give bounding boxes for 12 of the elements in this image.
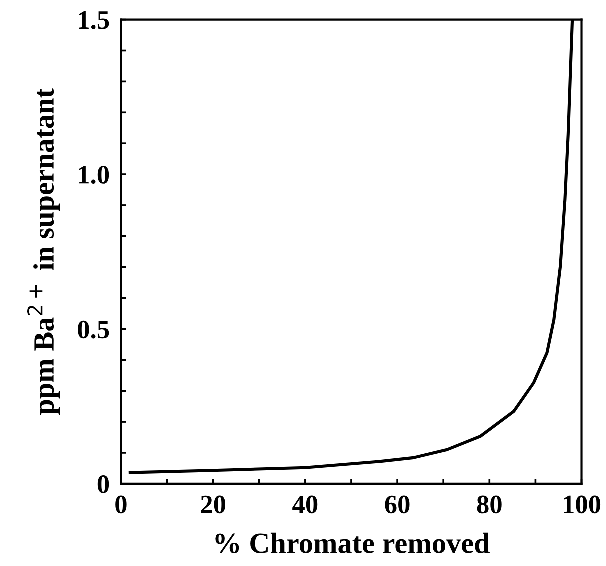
y-tick-label: 0.5 xyxy=(78,320,110,339)
x-tick-label: 20 xyxy=(201,496,226,514)
y-axis-title: ppm Ba$^{2+}$ in supernatant xyxy=(27,88,60,415)
y-tick-label: 1.5 xyxy=(79,12,110,30)
y-tick-label: 1.0 xyxy=(79,166,110,184)
y-tick-label: 0 xyxy=(98,476,110,494)
x-tick-label: 40 xyxy=(292,496,318,514)
x-tick-label: 100 xyxy=(564,496,601,514)
x-tick-label: 60 xyxy=(385,496,410,514)
x-tick-label: 0 xyxy=(116,496,127,514)
x-tick-label: 80 xyxy=(477,496,502,514)
x-axis-title: % Chromate removed xyxy=(216,532,490,554)
